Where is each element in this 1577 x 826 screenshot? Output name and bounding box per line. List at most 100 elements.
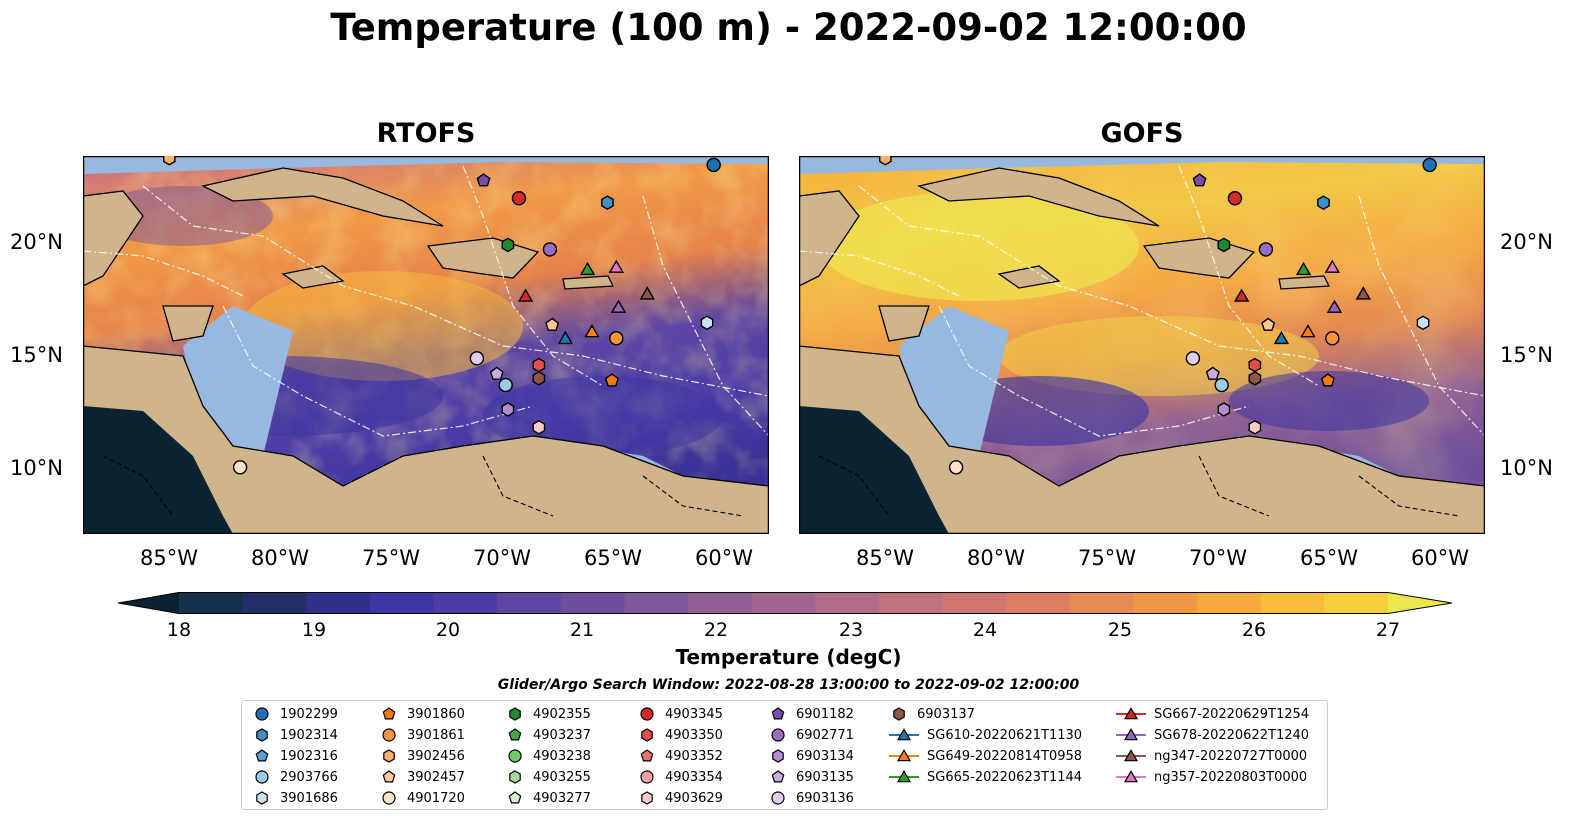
- marker-1902314[interactable]: [601, 195, 614, 211]
- legend-item-6902771: 6902771: [768, 725, 854, 745]
- marker-4903629[interactable]: [1248, 419, 1262, 435]
- marker-ng357-20220803T0000[interactable]: [608, 259, 625, 273]
- colorbar-segment: [1260, 592, 1325, 614]
- marker-4901720[interactable]: [232, 460, 248, 475]
- legend-item-6903135: 6903135: [768, 767, 854, 787]
- marker-6901182[interactable]: [1192, 173, 1207, 187]
- marker-SG667-20220629T1254[interactable]: [1233, 288, 1250, 302]
- marker-4902355[interactable]: [501, 237, 515, 253]
- gofs-panel-title: GOFS: [1100, 118, 1184, 149]
- lon-label-60w-left: 60°W: [695, 546, 753, 570]
- legend-label: 3901861: [407, 727, 465, 743]
- triangle-icon: [1116, 728, 1146, 741]
- legend-item-3902457: 3902457: [379, 767, 465, 787]
- lon-label-75w-left: 75°W: [362, 546, 420, 570]
- marker-SG649-20220814T0958[interactable]: [1300, 324, 1316, 338]
- marker-SG667-20220629T1254[interactable]: [517, 288, 534, 302]
- marker-SG665-20220623T1144[interactable]: [579, 261, 596, 276]
- marker-4903350[interactable]: [1248, 357, 1262, 373]
- legend-label: 3901860: [407, 706, 465, 722]
- pentagon-icon: [382, 770, 396, 783]
- legend-item-3901686: 3901686: [252, 788, 338, 808]
- map-canvas: [799, 156, 1485, 534]
- lon-label-85w-right: 85°W: [856, 546, 914, 570]
- legend-item-SG678-20220622T1240: SG678-20220622T1240: [1116, 725, 1309, 745]
- colorbar-segment: [1324, 592, 1389, 614]
- map-canvas: [83, 156, 769, 534]
- legend-label: 4903255: [533, 769, 591, 785]
- marker-ng347-20220727T0000[interactable]: [1355, 286, 1372, 300]
- marker-SG649-20220814T0958[interactable]: [584, 324, 600, 338]
- marker-SG610-20220621T1130[interactable]: [557, 330, 574, 345]
- lat-label-10n-left: 10°N: [10, 456, 63, 480]
- marker-4903345[interactable]: [511, 191, 527, 206]
- colorbar-segment: [1133, 592, 1198, 614]
- marker-SG665-20220623T1144[interactable]: [1295, 261, 1312, 276]
- legend-label: 4903352: [665, 748, 723, 764]
- marker-SG678-20220622T1240[interactable]: [1326, 299, 1343, 313]
- marker-1902314[interactable]: [1317, 195, 1330, 211]
- marker-4902355[interactable]: [1217, 237, 1231, 253]
- marker-SG610-20220621T1130[interactable]: [1273, 330, 1290, 345]
- legend-item-SG667-20220629T1254: SG667-20220629T1254: [1116, 704, 1309, 724]
- marker-SG678-20220622T1240[interactable]: [610, 299, 627, 313]
- marker-3902457[interactable]: [1261, 317, 1276, 331]
- marker-3901861[interactable]: [1325, 331, 1340, 346]
- marker-2903766[interactable]: [498, 377, 513, 393]
- marker-3901861[interactable]: [609, 331, 624, 346]
- marker-6901182[interactable]: [476, 173, 491, 187]
- marker-6903137[interactable]: [532, 371, 546, 386]
- legend-label: 4903237: [533, 727, 591, 743]
- marker-3902457[interactable]: [545, 317, 560, 331]
- marker-ng357-20220803T0000[interactable]: [1324, 259, 1341, 273]
- marker-4903350[interactable]: [532, 357, 546, 373]
- legend-item-4903237: 4903237: [505, 725, 591, 745]
- legend-item-4903352: 4903352: [637, 746, 723, 766]
- marker-6902771[interactable]: [542, 242, 558, 257]
- marker-3902456[interactable]: [878, 156, 892, 166]
- legend-label: 3901686: [280, 790, 338, 806]
- marker-6903136[interactable]: [469, 351, 485, 366]
- legend-label: 6903134: [796, 748, 854, 764]
- marker-6903137[interactable]: [1248, 371, 1262, 386]
- marker-3901860[interactable]: [1320, 373, 1335, 387]
- marker-6903134[interactable]: [1217, 402, 1231, 417]
- circle-icon: [771, 791, 785, 805]
- marker-3901686[interactable]: [1416, 315, 1430, 331]
- marker-2903766[interactable]: [1214, 377, 1229, 393]
- legend-item-6903137: 6903137: [889, 704, 975, 724]
- marker-3902456[interactable]: [162, 156, 176, 166]
- legend-item-4903629: 4903629: [637, 788, 723, 808]
- marker-6902771[interactable]: [1258, 242, 1274, 257]
- lon-label-80w-left: 80°W: [251, 546, 309, 570]
- marker-4901720[interactable]: [948, 460, 964, 475]
- colorbar-segment: [942, 592, 1007, 614]
- legend-item-1902299: 1902299: [252, 704, 338, 724]
- rtofs-map[interactable]: [83, 156, 769, 534]
- gofs-map[interactable]: [799, 156, 1485, 534]
- lon-label-65w-right: 65°W: [1300, 546, 1358, 570]
- triangle-icon: [1116, 707, 1146, 720]
- marker-6903136[interactable]: [1185, 351, 1201, 366]
- marker-3901860[interactable]: [604, 373, 619, 387]
- marker-6903135[interactable]: [489, 366, 504, 380]
- marker-1902299[interactable]: [1422, 157, 1437, 173]
- marker-6903134[interactable]: [501, 402, 515, 417]
- marker-1902299[interactable]: [706, 157, 721, 173]
- colorbar-segment: [242, 592, 307, 614]
- colorbar-segment: [306, 592, 371, 614]
- legend-item-6903134: 6903134: [768, 746, 854, 766]
- legend-label: 6903137: [917, 706, 975, 722]
- marker-3901686[interactable]: [700, 315, 714, 331]
- legend-label: SG649-20220814T0958: [927, 748, 1083, 764]
- marker-6903135[interactable]: [1205, 366, 1220, 380]
- legend-item-2903766: 2903766: [252, 767, 338, 787]
- hexagon-icon: [641, 791, 653, 805]
- legend-item-6903136: 6903136: [768, 788, 854, 808]
- marker-4903629[interactable]: [532, 419, 546, 435]
- legend-label: SG665-20220623T1144: [927, 769, 1083, 785]
- circle-icon: [255, 707, 269, 721]
- figure-title: Temperature (100 m) - 2022-09-02 12:00:0…: [330, 6, 1247, 49]
- marker-4903345[interactable]: [1227, 191, 1243, 206]
- marker-ng347-20220727T0000[interactable]: [639, 286, 656, 300]
